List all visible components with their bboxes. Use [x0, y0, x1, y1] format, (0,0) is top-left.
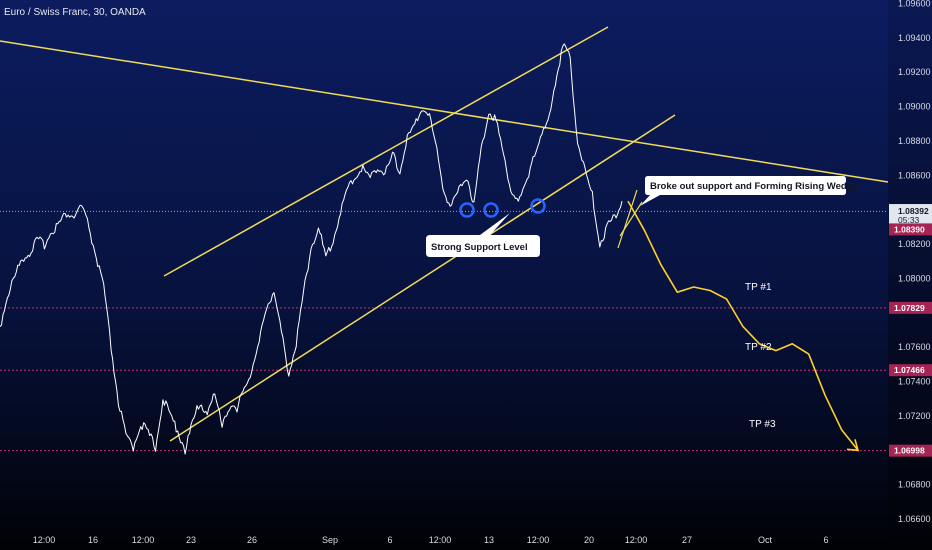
x-tick-label-10: 20 — [584, 535, 594, 545]
support-touch-marker-2 — [483, 202, 499, 218]
countdown-timer: 05:33 — [898, 215, 920, 225]
y-tick-label-0: 1.09600 — [898, 0, 931, 8]
x-tick-label-14: 6 — [823, 535, 828, 545]
current-price-badge-bg — [889, 204, 932, 227]
x-tick-label-1: 16 — [88, 535, 98, 545]
support-touch-marker-1 — [459, 202, 475, 218]
tp3-label: TP #3 — [749, 419, 776, 430]
price-level-badge-4: 1.06998 — [889, 444, 932, 457]
projection-path — [627, 200, 859, 451]
wedge-line-upper — [617, 189, 638, 249]
x-tick-label-0: 12:00 — [33, 535, 56, 545]
x-tick-label-5: Sep — [322, 535, 338, 545]
x-tick-label-6: 6 — [387, 535, 392, 545]
x-tick-label-7: 12:00 — [429, 535, 452, 545]
y-tick-label-1: 1.09400 — [898, 33, 931, 43]
price-level-badge-bg-4 — [889, 444, 932, 457]
y-tick-label-9: 1.07400 — [898, 377, 931, 387]
support-callout: Strong Support Level — [426, 213, 540, 257]
tp2-label: TP #2 — [745, 342, 772, 353]
support-touch-marker-3 — [530, 198, 546, 214]
channel-upper-line — [163, 26, 609, 277]
price-level-badge-3: 1.07466 — [889, 364, 932, 377]
y-tick-label-2: 1.09200 — [898, 67, 931, 77]
price-level-badge-text-2: 1.07829 — [894, 303, 925, 313]
price-level-badge-text-4: 1.06998 — [894, 446, 925, 456]
chart-title: Euro / Swiss Franc, 30, OANDA — [4, 7, 146, 18]
price-level-badge-text-1: 1.08390 — [894, 224, 925, 234]
tp1-label: TP #1 — [745, 282, 772, 293]
price-level-badge-2: 1.07829 — [889, 301, 932, 314]
breakout-callout-box — [640, 176, 846, 206]
price-series-line — [0, 43, 623, 455]
y-tick-label-6: 1.08200 — [898, 239, 931, 249]
y-tick-label-8: 1.07600 — [898, 342, 931, 352]
price-axis-background — [888, 0, 932, 550]
descending-trendline — [0, 40, 889, 183]
x-tick-label-9: 12:00 — [527, 535, 550, 545]
x-tick-label-8: 13 — [484, 535, 494, 545]
wedge-line-lower — [619, 201, 643, 237]
breakout-callout: Broke out support and Forming Rising Wed… — [640, 176, 858, 206]
y-tick-label-10: 1.07200 — [898, 411, 931, 421]
y-tick-label-12: 1.06600 — [898, 514, 931, 524]
price-level-badge-text-3: 1.07466 — [894, 365, 925, 375]
x-tick-label-3: 23 — [186, 535, 196, 545]
support-callout-text: Strong Support Level — [431, 242, 528, 253]
price-level-badge-bg-2 — [889, 301, 932, 314]
support-callout-box — [426, 213, 540, 257]
y-tick-label-11: 1.06800 — [898, 480, 931, 490]
projection-arrowhead — [846, 439, 860, 452]
price-level-badge-1: 1.08390 — [889, 223, 932, 236]
price-level-badge-bg-1 — [889, 223, 932, 236]
breakout-callout-text: Broke out support and Forming Rising Wed… — [650, 181, 858, 192]
plot-background — [0, 0, 888, 550]
x-tick-label-2: 12:00 — [132, 535, 155, 545]
x-tick-label-12: 27 — [682, 535, 692, 545]
price-level-badge-bg-3 — [889, 364, 932, 377]
channel-lower-line — [169, 114, 676, 442]
x-tick-label-13: Oct — [758, 535, 773, 545]
y-tick-label-7: 1.08000 — [898, 273, 931, 283]
y-tick-label-3: 1.09000 — [898, 102, 931, 112]
y-tick-label-4: 1.08800 — [898, 136, 931, 146]
y-tick-label-5: 1.08600 — [898, 170, 931, 180]
x-tick-label-4: 26 — [247, 535, 257, 545]
current-price-value: 1.08392 — [898, 206, 929, 216]
x-tick-label-11: 12:00 — [625, 535, 648, 545]
